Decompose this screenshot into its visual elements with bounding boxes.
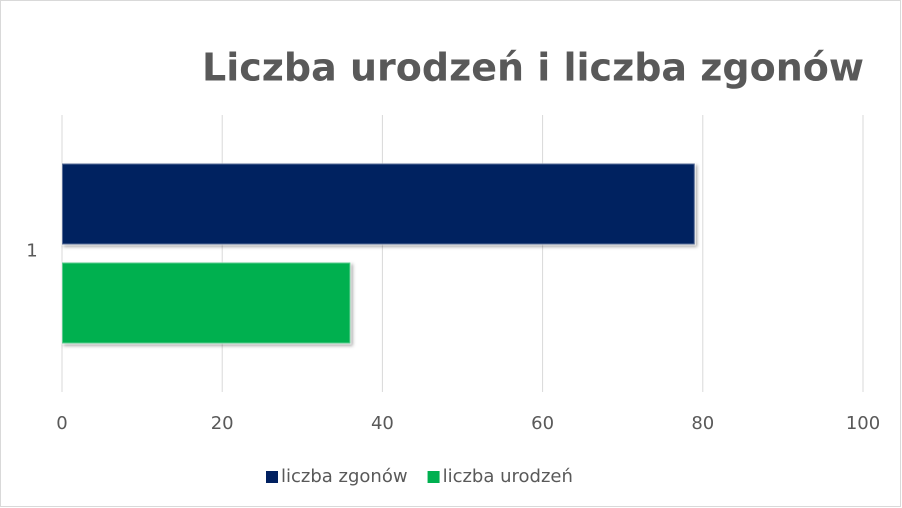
x-tick-label: 100	[846, 413, 880, 434]
legend-swatch	[266, 471, 278, 483]
bar	[61, 162, 696, 246]
legend-swatch	[427, 471, 440, 483]
legend-label: liczba zgonów	[281, 466, 408, 487]
legend-label: liczba urodzeń	[443, 466, 573, 487]
y-tick-label: 1	[26, 241, 37, 262]
x-tick-label: 80	[691, 413, 714, 434]
bar	[61, 261, 352, 345]
x-tick-label: 40	[371, 413, 394, 434]
chart-title: Liczba urodzeń i liczba zgonów	[202, 46, 864, 90]
x-tick-label: 60	[531, 413, 554, 434]
x-tick-label: 0	[56, 413, 67, 434]
x-tick-label: 20	[211, 413, 234, 434]
